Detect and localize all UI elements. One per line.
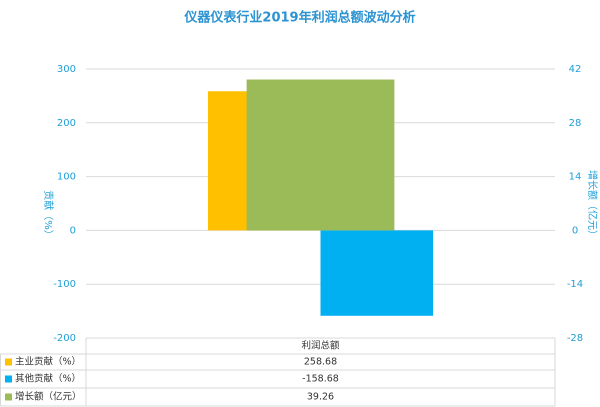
- table-value: 258.68: [304, 357, 337, 368]
- y2-tick-label: 28: [569, 118, 582, 129]
- chart-title: 仪器仪表行业2019年利润总额波动分析: [183, 10, 415, 26]
- y2-tick-label: 0: [572, 225, 578, 236]
- y2-tick-label: 42: [569, 64, 582, 75]
- y-tick-label: 300: [57, 64, 76, 75]
- y-axis-title: 贡献（%）: [42, 190, 55, 240]
- bar: [320, 230, 434, 316]
- legend-key: [5, 375, 12, 383]
- y-tick-label: -200: [53, 333, 76, 344]
- table-header: 利润总额: [301, 340, 340, 352]
- legend-label: 主业贡献（%）: [15, 356, 81, 368]
- y-tick-label: 0: [70, 225, 76, 236]
- y-tick-label: 100: [57, 172, 76, 183]
- y-tick-label: -100: [53, 279, 76, 290]
- y2-tick-label: -14: [567, 279, 583, 290]
- table-value: -158.68: [302, 374, 339, 385]
- y2-tick-label: 14: [569, 172, 582, 183]
- table-value: 39.26: [307, 392, 334, 403]
- y-tick-label: 200: [57, 118, 76, 129]
- y2-axis-title: 增长额（亿元）: [586, 170, 599, 240]
- legend-label: 其他贡献（%）: [15, 373, 81, 385]
- legend-label: 增长额（亿元）: [15, 391, 82, 403]
- legend-key: [5, 393, 12, 401]
- legend-key: [5, 358, 12, 366]
- y2-tick-label: -28: [567, 333, 583, 344]
- bar: [246, 79, 395, 231]
